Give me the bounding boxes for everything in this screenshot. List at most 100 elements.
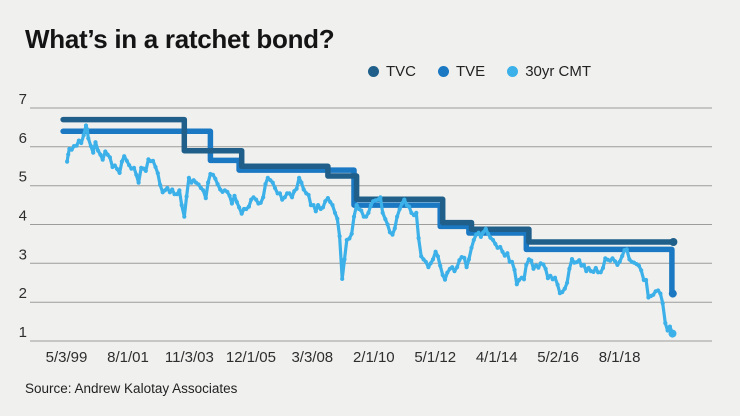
series-marker-30yr-cmt [440,272,445,278]
series-marker-30yr-cmt [667,324,673,329]
series-marker-30yr-cmt [498,244,503,250]
series-marker-30yr-cmt [660,301,665,306]
series-marker-30yr-cmt [100,157,105,162]
legend-label-30yr-cmt: 30yr CMT [525,63,592,80]
series-marker-30yr-cmt [593,265,598,271]
series-marker-30yr-cmt [158,182,163,187]
series-marker-30yr-cmt [246,204,251,209]
series-marker-30yr-cmt [565,280,570,285]
series-marker-30yr-cmt [552,275,558,280]
y-tick-label-4: 4 [19,208,27,225]
series-marker-30yr-cmt [514,282,519,287]
series-marker-30yr-cmt [86,136,91,141]
x-tick-label-5-3-99: 5/3/99 [46,349,88,366]
series-marker-30yr-cmt [143,168,148,173]
series-marker-30yr-cmt [88,144,93,149]
series-marker-30yr-cmt [299,180,304,185]
series-marker-30yr-cmt [445,270,450,275]
y-tick-label-7: 7 [19,91,27,108]
series-marker-30yr-cmt [591,269,596,274]
series-marker-30yr-cmt [320,205,326,210]
series-marker-30yr-cmt [335,216,340,221]
series-marker-30yr-cmt [311,203,316,208]
series-marker-30yr-cmt [433,249,438,254]
series-marker-30yr-cmt [483,226,488,231]
x-tick-label-12-1-05: 12/1/05 [226,349,276,366]
series-marker-30yr-cmt [349,231,354,236]
series-marker-30yr-cmt [337,234,342,239]
series-marker-30yr-cmt [261,195,266,200]
series-marker-30yr-cmt [112,163,117,168]
series-marker-30yr-cmt [521,277,527,282]
series-end-dot-tve [668,289,677,298]
series-marker-30yr-cmt [119,159,124,164]
series-marker-30yr-cmt [385,222,390,227]
series-marker-30yr-cmt [150,158,156,163]
series-marker-30yr-cmt [177,188,182,193]
series-marker-30yr-cmt [390,232,395,237]
series-marker-30yr-cmt [175,192,180,197]
series-marker-30yr-cmt [462,255,467,260]
series-marker-30yr-cmt [476,230,481,235]
series-marker-30yr-cmt [342,257,347,262]
series-marker-30yr-cmt [297,175,302,180]
series-marker-30yr-cmt [651,292,656,297]
series-marker-30yr-cmt [665,328,670,333]
series-marker-30yr-cmt [452,269,457,274]
series-marker-30yr-cmt [74,143,79,148]
series-marker-30yr-cmt [555,282,560,287]
series-marker-30yr-cmt [328,199,333,205]
series-marker-30yr-cmt [466,257,471,262]
series-marker-30yr-cmt [316,203,321,208]
series-marker-30yr-cmt [380,210,385,215]
series-end-dot-30yr-cmt [668,329,677,338]
x-tick-label-8-1-01: 8/1/01 [107,349,149,366]
series-marker-30yr-cmt [210,172,216,177]
source-note: Source: Andrew Kalotay Associates [25,381,238,396]
series-marker-30yr-cmt [66,152,71,157]
x-tick-label-8-1-18: 8/1/18 [599,349,641,366]
series-marker-30yr-cmt [378,195,383,200]
series-marker-30yr-cmt [206,180,211,185]
series-marker-30yr-cmt [136,180,141,185]
series-marker-30yr-cmt [450,265,455,270]
series-marker-30yr-cmt [287,191,292,196]
series-marker-30yr-cmt [340,276,345,281]
series-marker-30yr-cmt [613,259,618,264]
series-marker-30yr-cmt [598,270,603,275]
series-marker-30yr-cmt [203,196,208,201]
legend-item-tve: TVE [438,63,485,80]
series-marker-30yr-cmt [586,265,591,271]
series-marker-30yr-cmt [548,273,553,278]
series-marker-30yr-cmt [170,187,175,192]
series-marker-30yr-cmt [153,164,158,170]
series-marker-30yr-cmt [581,262,586,267]
series-marker-30yr-cmt [438,263,443,268]
series-marker-30yr-cmt [505,251,510,256]
series-marker-30yr-cmt [107,155,112,160]
series-marker-30yr-cmt [620,253,625,259]
x-tick-label-11-3-03: 11/3/03 [165,349,214,366]
series-marker-30yr-cmt [428,261,433,266]
series-marker-30yr-cmt [155,171,160,176]
series-marker-30yr-cmt [407,204,412,209]
series-marker-30yr-cmt [656,288,661,293]
series-marker-30yr-cmt [85,127,90,132]
series-marker-30yr-cmt [351,214,357,219]
series-marker-30yr-cmt [531,266,536,271]
series-marker-30yr-cmt [117,170,122,175]
series-marker-30yr-cmt [435,254,440,259]
series-marker-30yr-cmt [282,195,287,200]
series-marker-30yr-cmt [301,187,306,192]
series-marker-30yr-cmt [577,258,582,263]
x-tick-label-3-3-08: 3/3/08 [291,349,333,366]
legend-label-tve: TVE [456,63,486,80]
series-marker-30yr-cmt [481,230,486,235]
x-tick-label-5-2-16: 5/2/16 [537,349,579,366]
series-marker-30yr-cmt [442,277,448,282]
series-marker-30yr-cmt [272,185,278,191]
series-marker-30yr-cmt [179,203,184,208]
series-marker-30yr-cmt [258,200,263,205]
series-marker-30yr-cmt [115,166,120,172]
series-marker-30yr-cmt [65,159,70,164]
